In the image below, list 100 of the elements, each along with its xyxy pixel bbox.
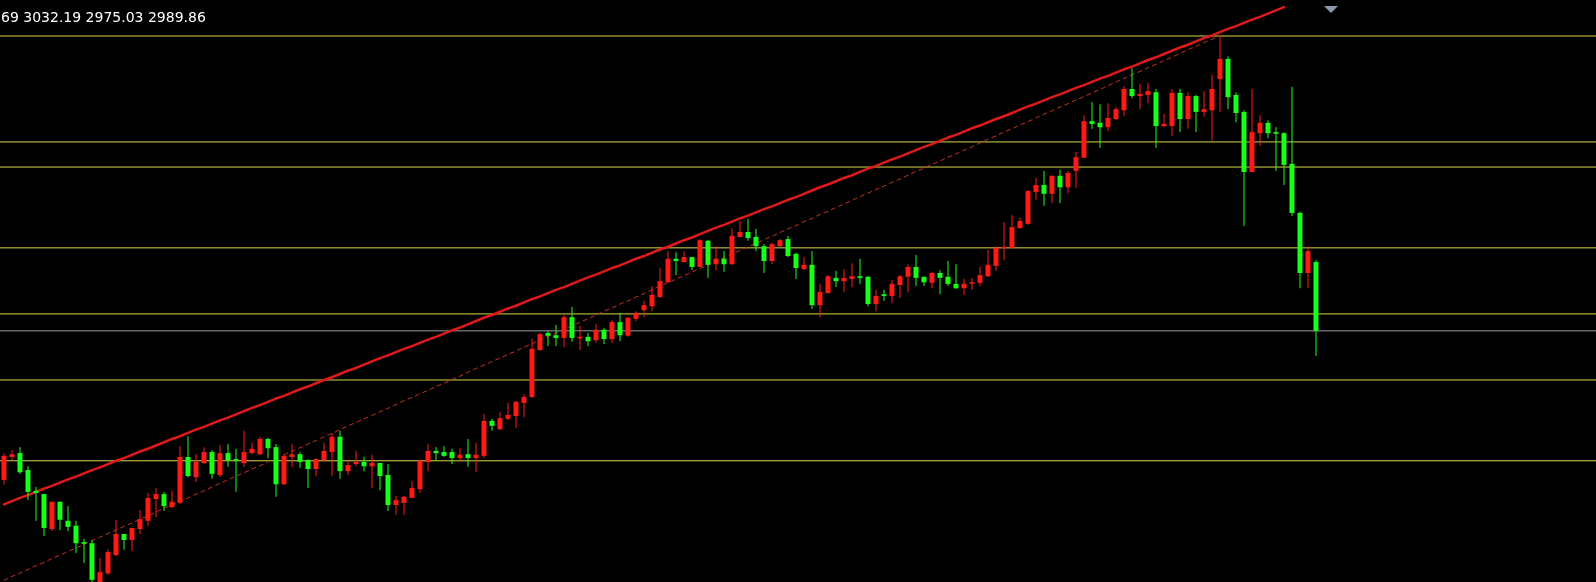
candlestick (513, 400, 519, 429)
candlestick (1009, 214, 1015, 250)
candlestick (121, 533, 127, 551)
candlestick (521, 393, 527, 418)
candlestick (193, 453, 199, 483)
candlestick (793, 252, 799, 280)
candlestick (265, 437, 271, 459)
candlestick (313, 457, 319, 477)
candlestick (985, 249, 991, 278)
candlestick (953, 263, 959, 290)
candlestick (1065, 170, 1071, 194)
candlestick (393, 495, 399, 516)
candlestick (657, 267, 663, 299)
candlestick (737, 220, 743, 238)
candlestick (473, 442, 479, 473)
candlestick (1129, 67, 1135, 99)
candlestick (257, 436, 263, 456)
candlestick (329, 432, 335, 477)
candlestick (497, 411, 503, 431)
candlestick (209, 449, 215, 480)
candlestick (1161, 113, 1167, 128)
candlestick (401, 495, 407, 516)
candlestick (1049, 175, 1055, 204)
candlestick (993, 245, 999, 272)
candlestick (1201, 90, 1207, 118)
candlestick (169, 490, 175, 509)
candlestick (945, 260, 951, 287)
candlestick (241, 430, 247, 468)
candlestick (625, 316, 631, 338)
candlestick (361, 456, 367, 472)
text: 69 3032.19 2975.03 2989.86 (1, 9, 206, 25)
candlestick (881, 289, 887, 302)
candlestick (433, 446, 439, 462)
candlestick (1145, 82, 1151, 104)
candlestick (137, 509, 143, 535)
candlestick (305, 458, 311, 489)
candlestick (713, 245, 719, 271)
candlestick (897, 274, 903, 299)
candlestick (33, 486, 39, 522)
candlestick (1033, 177, 1039, 201)
candlestick (681, 250, 687, 263)
candlestick (145, 492, 151, 527)
candlestick (57, 501, 63, 531)
candlestick (161, 491, 167, 512)
candlestick (1305, 246, 1311, 289)
candlestick (609, 319, 615, 344)
candlestick (9, 449, 15, 461)
candlestick (873, 289, 879, 312)
candlestick (1265, 119, 1271, 139)
candlestick (905, 263, 911, 293)
candlestick (489, 418, 495, 432)
candlestick (785, 235, 791, 258)
candlestick (593, 323, 599, 344)
candlestick (505, 402, 511, 421)
candlestick (537, 332, 543, 352)
candlestick (297, 451, 303, 469)
candlestick (849, 262, 855, 288)
candlestick (937, 269, 943, 295)
candlestick (105, 548, 111, 576)
candlestick (1073, 151, 1079, 189)
candlestick (449, 448, 455, 465)
candlestick (377, 462, 383, 491)
candlestick (65, 505, 71, 532)
candlestick (569, 306, 575, 343)
candlestick (617, 312, 623, 342)
candlestick (889, 279, 895, 304)
candlestick (857, 258, 863, 285)
candlestick (665, 250, 671, 284)
candlestick (1105, 102, 1111, 132)
candlestick (1273, 126, 1279, 172)
candlestick (153, 487, 159, 518)
candlestick (545, 330, 551, 347)
candlestick (649, 285, 655, 312)
candlestick (641, 300, 647, 318)
candlestick (1257, 114, 1263, 147)
candlestick (321, 442, 327, 463)
candlestick (745, 218, 751, 242)
candlestick (97, 557, 103, 582)
candlestick (1209, 74, 1215, 142)
candlestick (1121, 85, 1127, 117)
candlestick (753, 228, 759, 252)
candlestick (457, 447, 463, 463)
candlestick (1193, 94, 1199, 133)
candlestick (369, 454, 375, 489)
candlestick (721, 250, 727, 273)
candlestick (249, 442, 255, 455)
candlestick (1137, 83, 1143, 110)
candlestick (561, 314, 567, 348)
candlestick (969, 277, 975, 291)
candlestick (25, 465, 31, 501)
candlestick (217, 444, 223, 478)
candlestick (1185, 91, 1191, 130)
candlestick (1041, 170, 1047, 207)
candlestick (1233, 91, 1239, 123)
candlestick (345, 460, 351, 476)
candlestick (801, 256, 807, 271)
candlestick (353, 450, 359, 467)
candlestick (81, 538, 87, 564)
candlestick (977, 266, 983, 287)
candlestick (761, 243, 767, 274)
